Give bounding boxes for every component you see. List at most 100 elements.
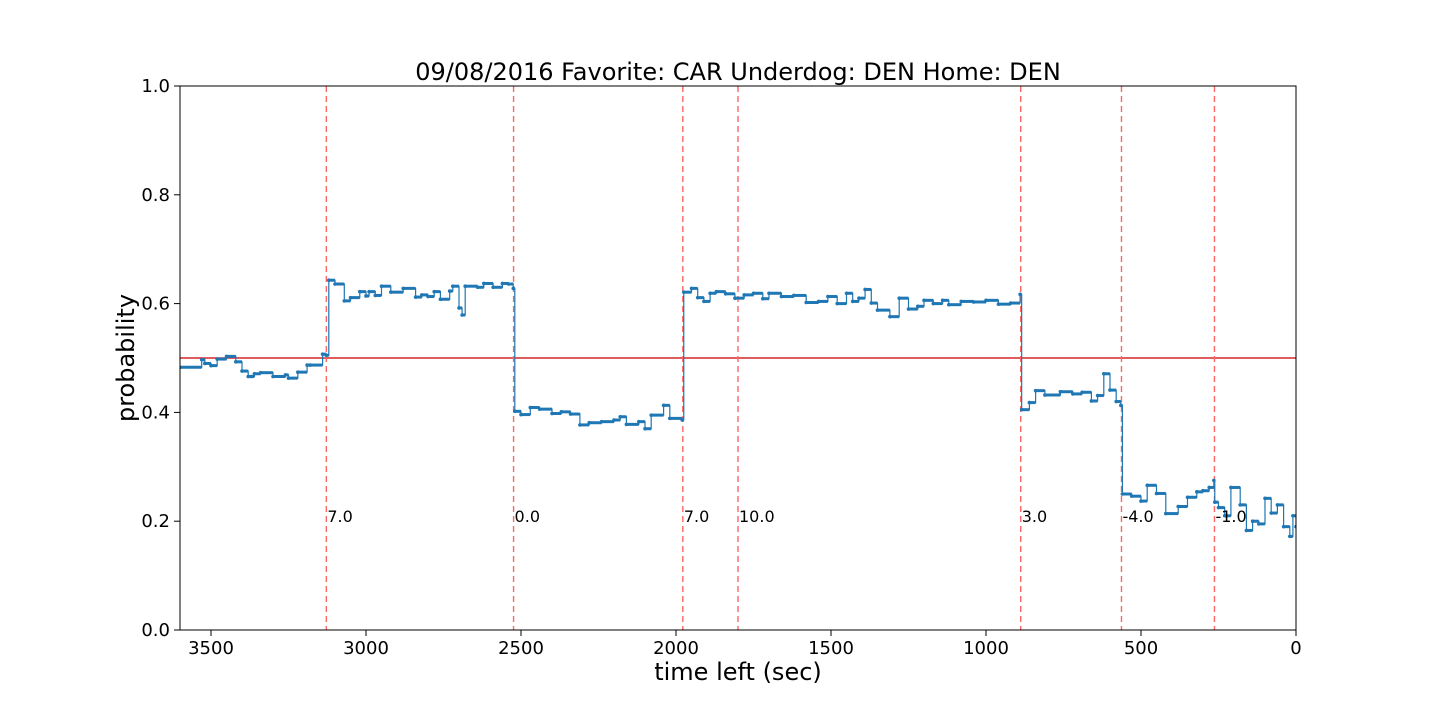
data-point <box>1089 399 1094 403</box>
data-point <box>668 416 672 421</box>
data-point <box>1281 524 1286 529</box>
data-point <box>451 284 455 288</box>
data-point <box>1154 491 1159 496</box>
data-point <box>519 412 523 417</box>
data-point <box>1071 392 1075 396</box>
data-point <box>511 286 516 291</box>
data-point <box>816 299 821 304</box>
data-point <box>420 293 424 297</box>
data-point <box>308 363 313 367</box>
data-point <box>224 354 229 359</box>
data-point <box>1114 399 1118 404</box>
data-point <box>1095 393 1100 398</box>
data-point <box>1033 388 1038 393</box>
data-point <box>779 294 784 299</box>
data-point <box>537 407 542 411</box>
data-point <box>1018 292 1022 297</box>
data-point <box>804 300 808 305</box>
data-point <box>618 414 622 419</box>
data-point <box>761 296 765 301</box>
data-point <box>271 374 275 379</box>
data-point <box>1058 389 1063 394</box>
data-point <box>680 418 684 422</box>
data-point <box>1229 485 1233 490</box>
y-tick-label: 0.0 <box>141 620 170 641</box>
data-point <box>513 409 517 414</box>
x-tick-label: 1000 <box>963 638 1009 659</box>
data-point <box>199 357 204 362</box>
data-point <box>373 293 378 298</box>
data-point <box>1269 511 1273 515</box>
data-point <box>324 353 329 358</box>
data-point <box>348 295 353 300</box>
data-point <box>714 289 719 294</box>
data-point <box>482 281 486 286</box>
x-axis-label: time left (sec) <box>654 658 822 686</box>
data-point <box>320 352 325 356</box>
data-point <box>1244 528 1249 533</box>
y-axis-label: probability <box>112 294 140 422</box>
data-point <box>922 298 926 303</box>
data-point <box>234 360 238 364</box>
data-point <box>1102 371 1106 376</box>
event-label-0: 7.0 <box>327 507 352 526</box>
axis-ticks: 3500 3000 2500 2000 1500 1000 500 0 0.0 0.2 0.4 0.6… <box>141 76 1301 659</box>
y-tick-label: 1.0 <box>141 76 170 97</box>
data-point <box>857 296 861 300</box>
data-point <box>708 291 712 296</box>
data-point <box>850 299 855 304</box>
data-point <box>1139 499 1143 503</box>
x-tick-label: 0 <box>1290 638 1301 659</box>
x-tick-label: 500 <box>1124 638 1158 659</box>
data-point <box>1119 403 1123 408</box>
x-tick-label: 3000 <box>343 638 389 659</box>
data-point <box>578 423 582 427</box>
data-point <box>333 282 337 286</box>
data-point <box>643 426 647 431</box>
data-point <box>447 289 452 293</box>
data-point <box>491 285 495 290</box>
data-point <box>649 413 653 417</box>
data-point <box>305 363 309 367</box>
event-label-5: -4.0 <box>1122 507 1153 526</box>
data-point <box>413 295 418 299</box>
data-point <box>916 304 920 309</box>
data-point <box>506 282 511 286</box>
y-tick-label: 0.4 <box>141 402 170 423</box>
data-point <box>1043 393 1047 397</box>
data-point <box>463 284 468 288</box>
data-point <box>661 403 666 408</box>
data-point <box>947 302 951 307</box>
plot-frame <box>179 85 1297 631</box>
data-point <box>1216 505 1221 510</box>
data-point <box>1207 485 1211 490</box>
data-point <box>1201 488 1205 493</box>
data-point <box>249 374 254 379</box>
data-point <box>742 293 746 297</box>
data-point <box>1222 513 1227 518</box>
data-point <box>723 292 728 296</box>
data-point <box>364 294 368 298</box>
data-point <box>240 369 244 373</box>
data-point <box>215 357 219 361</box>
data-point <box>1288 534 1292 539</box>
plot-area: 7.0 0.0 7.0 10.0 3.0 -4.0 -1.0 <box>180 86 1296 630</box>
data-point <box>1185 495 1190 500</box>
data-point <box>500 281 505 286</box>
data-point <box>1263 496 1267 501</box>
event-label-4: 3.0 <box>1022 507 1047 526</box>
y-tick-label: 0.2 <box>141 511 170 532</box>
data-point <box>401 286 406 291</box>
data-point <box>792 293 796 298</box>
data-point <box>869 301 874 305</box>
data-point <box>612 418 616 422</box>
data-point <box>568 412 573 416</box>
data-point <box>1120 492 1125 496</box>
data-point <box>426 294 430 299</box>
data-point <box>460 313 464 317</box>
data-point <box>1019 407 1024 412</box>
data-point <box>203 361 207 366</box>
data-point <box>389 290 393 294</box>
data-point <box>286 376 291 380</box>
